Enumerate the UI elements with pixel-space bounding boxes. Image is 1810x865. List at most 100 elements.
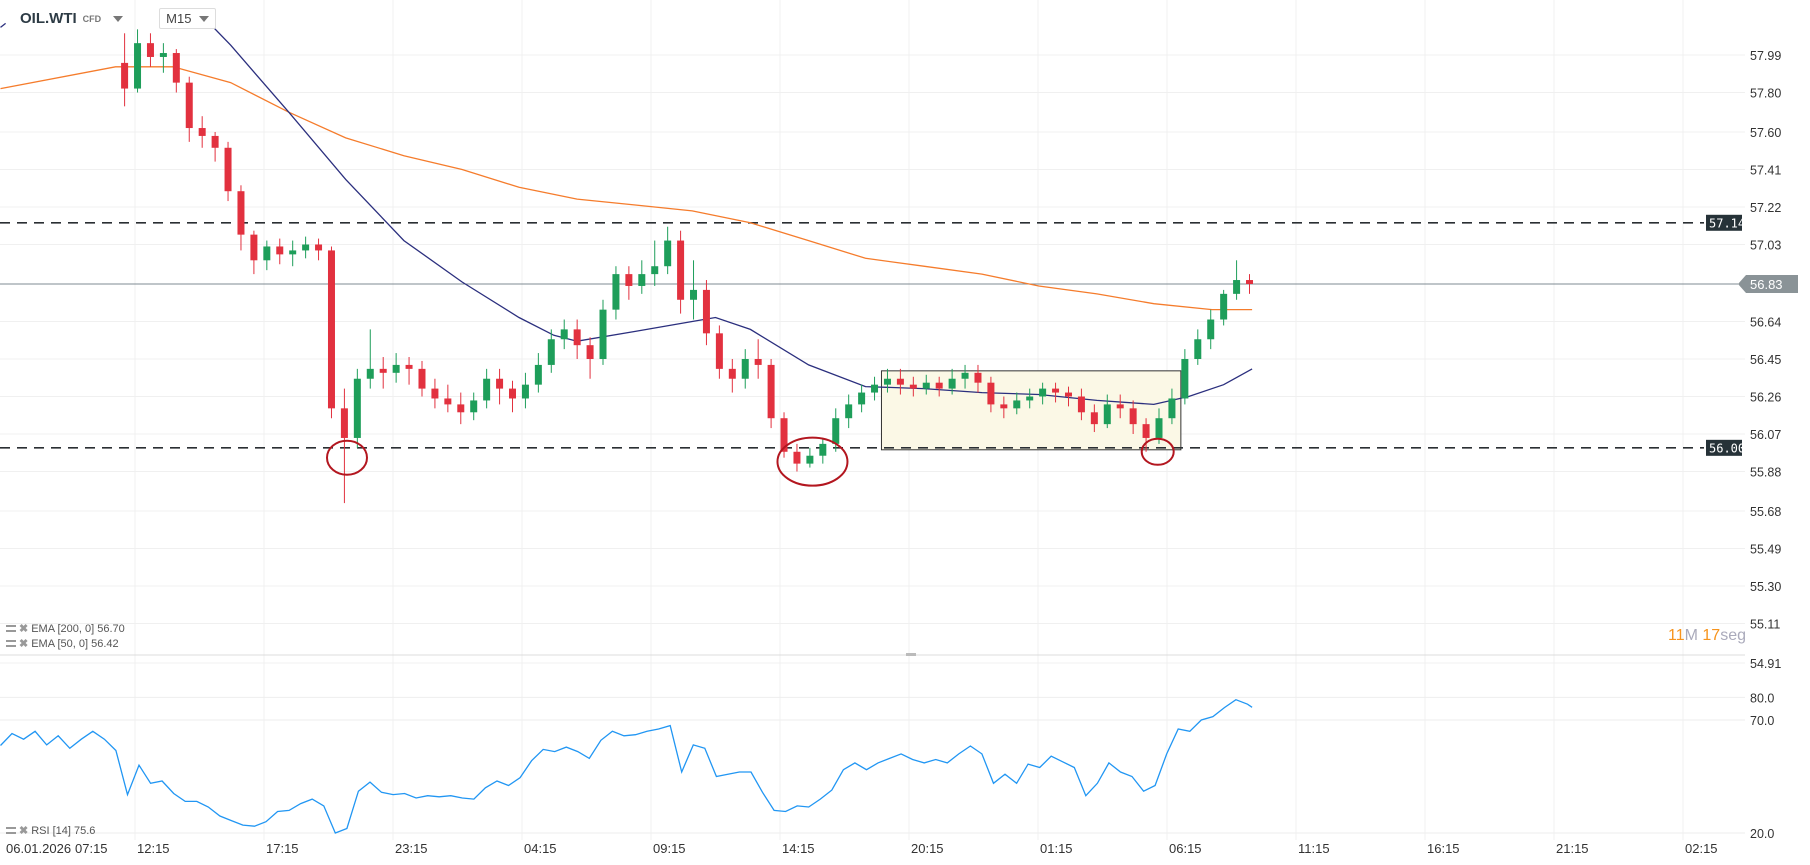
candle-body bbox=[677, 240, 685, 300]
candle-body bbox=[625, 274, 633, 286]
candle bbox=[845, 394, 853, 429]
candle-body bbox=[405, 364, 413, 369]
candle bbox=[1129, 400, 1137, 435]
timer-minutes-unit: M bbox=[1684, 627, 1698, 644]
candle-body bbox=[547, 339, 555, 365]
candle-body bbox=[909, 384, 917, 389]
candle-body bbox=[1142, 424, 1150, 438]
price-tick-label: 57.03 bbox=[1750, 239, 1781, 253]
candle-body bbox=[599, 309, 607, 359]
candle bbox=[1233, 260, 1241, 300]
candle-body bbox=[483, 378, 491, 401]
price-levels[interactable]: 57.14 56.00 56.83 bbox=[0, 214, 1798, 456]
level-price-tag bbox=[1706, 439, 1742, 456]
price-axis[interactable]: 57.99 57.80 57.60 57.41 57.22 57.03 56.64 56.45… bbox=[1750, 49, 1781, 841]
candle-body bbox=[159, 53, 167, 57]
candle-body bbox=[1064, 392, 1072, 397]
price-tick-label: 55.68 bbox=[1750, 505, 1781, 519]
candle bbox=[547, 329, 555, 373]
legend-ema200-label: EMA [200, 0] 56.70 bbox=[31, 622, 125, 635]
circle-annotations[interactable] bbox=[325, 436, 1175, 487]
candle-countdown: 11M 17seg bbox=[1668, 627, 1746, 645]
candle-body bbox=[1026, 396, 1034, 401]
price-tick-label: 56.45 bbox=[1750, 353, 1781, 367]
candle bbox=[573, 319, 581, 359]
candle-body bbox=[289, 250, 297, 255]
rsi-tick-label: 80.0 bbox=[1750, 691, 1774, 705]
candle bbox=[1090, 404, 1098, 433]
candle-body bbox=[302, 244, 310, 251]
candle-body bbox=[379, 368, 387, 373]
time-axis[interactable]: 06.01.2026 07:15 12:15 17:15 23:15 04:15 09:15… bbox=[6, 841, 1718, 856]
candle-body bbox=[1052, 388, 1060, 393]
candle bbox=[948, 368, 956, 395]
symbol-dropdown-icon[interactable] bbox=[113, 15, 124, 22]
price-tick-label: 57.60 bbox=[1750, 126, 1781, 140]
candle-body bbox=[315, 244, 323, 251]
candle bbox=[327, 246, 335, 419]
candle-body bbox=[987, 382, 995, 405]
candle-body bbox=[560, 329, 568, 340]
candle-body bbox=[509, 388, 516, 399]
candle-body bbox=[340, 408, 348, 438]
current-price-tag bbox=[1738, 274, 1798, 293]
candle-body bbox=[1233, 280, 1241, 294]
time-tick-label: 17:15 bbox=[266, 841, 299, 856]
candle-body bbox=[172, 53, 180, 83]
close-icon[interactable]: ✖ bbox=[19, 638, 29, 650]
circle-annotation[interactable] bbox=[776, 436, 849, 487]
current-price-label: 56.83 bbox=[1750, 277, 1783, 292]
rsi-tick-label: 70.0 bbox=[1750, 714, 1774, 728]
candle-body bbox=[612, 274, 620, 310]
settings-icon[interactable] bbox=[6, 625, 16, 632]
candle-body bbox=[146, 43, 154, 57]
candle-body bbox=[1116, 404, 1124, 409]
candle bbox=[935, 376, 943, 397]
ema50-line bbox=[0, 15, 1253, 406]
legend-ema50: ✖ EMA [50, 0] 56.42 bbox=[6, 637, 119, 650]
close-icon[interactable]: ✖ bbox=[19, 623, 29, 635]
circle-annotation[interactable] bbox=[1140, 437, 1175, 466]
candle-body bbox=[1129, 408, 1137, 425]
time-tick-label: 07:15 bbox=[75, 841, 108, 856]
candle-body bbox=[935, 382, 943, 389]
timeframe-select[interactable]: M15 bbox=[159, 8, 217, 29]
candle bbox=[974, 364, 982, 393]
candle-body bbox=[534, 364, 542, 385]
legend-ema200: ✖ EMA [200, 0] 56.70 bbox=[6, 622, 125, 635]
timer-seconds: 17 bbox=[1702, 627, 1721, 644]
candle-body bbox=[392, 364, 400, 373]
candle bbox=[1142, 418, 1150, 452]
price-tick-label: 57.41 bbox=[1750, 163, 1781, 177]
candle bbox=[741, 349, 749, 389]
settings-icon[interactable] bbox=[6, 640, 16, 647]
candle-body bbox=[1103, 404, 1111, 425]
candle-body bbox=[922, 382, 930, 389]
candle-body bbox=[819, 443, 827, 456]
instrument-type: CFD bbox=[82, 13, 102, 24]
price-tick-label: 55.49 bbox=[1750, 543, 1781, 557]
candle bbox=[172, 49, 180, 93]
candle bbox=[780, 412, 788, 458]
time-tick-label: 06:15 bbox=[1169, 841, 1202, 856]
level-price-label: 57.14 bbox=[1709, 216, 1745, 230]
pane-resize-handle[interactable] bbox=[906, 653, 916, 656]
grid-lines bbox=[0, 0, 1745, 840]
candle-body bbox=[573, 329, 581, 346]
candle bbox=[871, 376, 879, 401]
circle-annotation[interactable] bbox=[325, 439, 368, 476]
candle bbox=[431, 378, 439, 409]
candle-body bbox=[418, 368, 426, 389]
close-icon[interactable]: ✖ bbox=[19, 825, 29, 837]
ema200-path bbox=[0, 66, 1253, 311]
settings-icon[interactable] bbox=[6, 827, 16, 834]
candle bbox=[586, 337, 594, 379]
candle-body bbox=[651, 266, 659, 275]
price-tick-label: 56.64 bbox=[1750, 315, 1781, 329]
candle bbox=[961, 364, 969, 389]
candle bbox=[509, 380, 516, 413]
candle bbox=[819, 437, 827, 464]
level-price-tag bbox=[1706, 214, 1742, 231]
candle bbox=[315, 238, 323, 261]
